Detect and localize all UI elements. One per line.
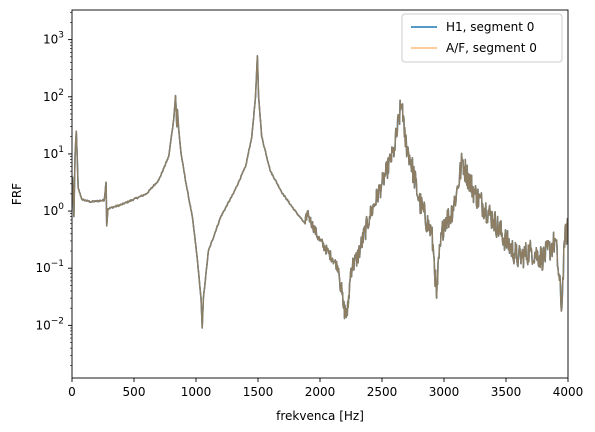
x-tick-label: 3000 xyxy=(429,385,460,399)
series-line-af xyxy=(72,55,568,329)
y-axis-label: FRF xyxy=(10,183,24,205)
legend-box xyxy=(401,13,563,63)
y-tick-label: 101 xyxy=(43,145,64,161)
y-tick-label: 103 xyxy=(43,31,64,47)
y-tick-label: 102 xyxy=(43,88,64,104)
legend: H1, segment 0 A/F, segment 0 xyxy=(401,13,563,63)
x-axis-label: frekvenca [Hz] xyxy=(276,409,364,423)
x-tick-label: 2000 xyxy=(305,385,336,399)
x-axis: 0 500 1000 1500 2000 2500 3000 3500 4000 xyxy=(68,378,583,399)
y-tick-label: 100 xyxy=(43,202,64,218)
y-tick-label: 10−2 xyxy=(35,316,64,332)
legend-h1-label: H1, segment 0 xyxy=(446,20,534,34)
x-tick-label: 500 xyxy=(123,385,146,399)
y-axis: 10−2 10−1 100 101 102 103 xyxy=(35,12,72,366)
legend-af-label: A/F, segment 0 xyxy=(446,41,537,55)
x-tick-label: 0 xyxy=(68,385,76,399)
y-tick-label: 10−1 xyxy=(35,259,64,275)
x-tick-label: 1000 xyxy=(181,385,212,399)
series-layer xyxy=(72,55,568,329)
x-tick-label: 1500 xyxy=(243,385,274,399)
x-tick-label: 4000 xyxy=(553,385,584,399)
x-tick-label: 2500 xyxy=(367,385,398,399)
x-tick-label: 3500 xyxy=(491,385,522,399)
